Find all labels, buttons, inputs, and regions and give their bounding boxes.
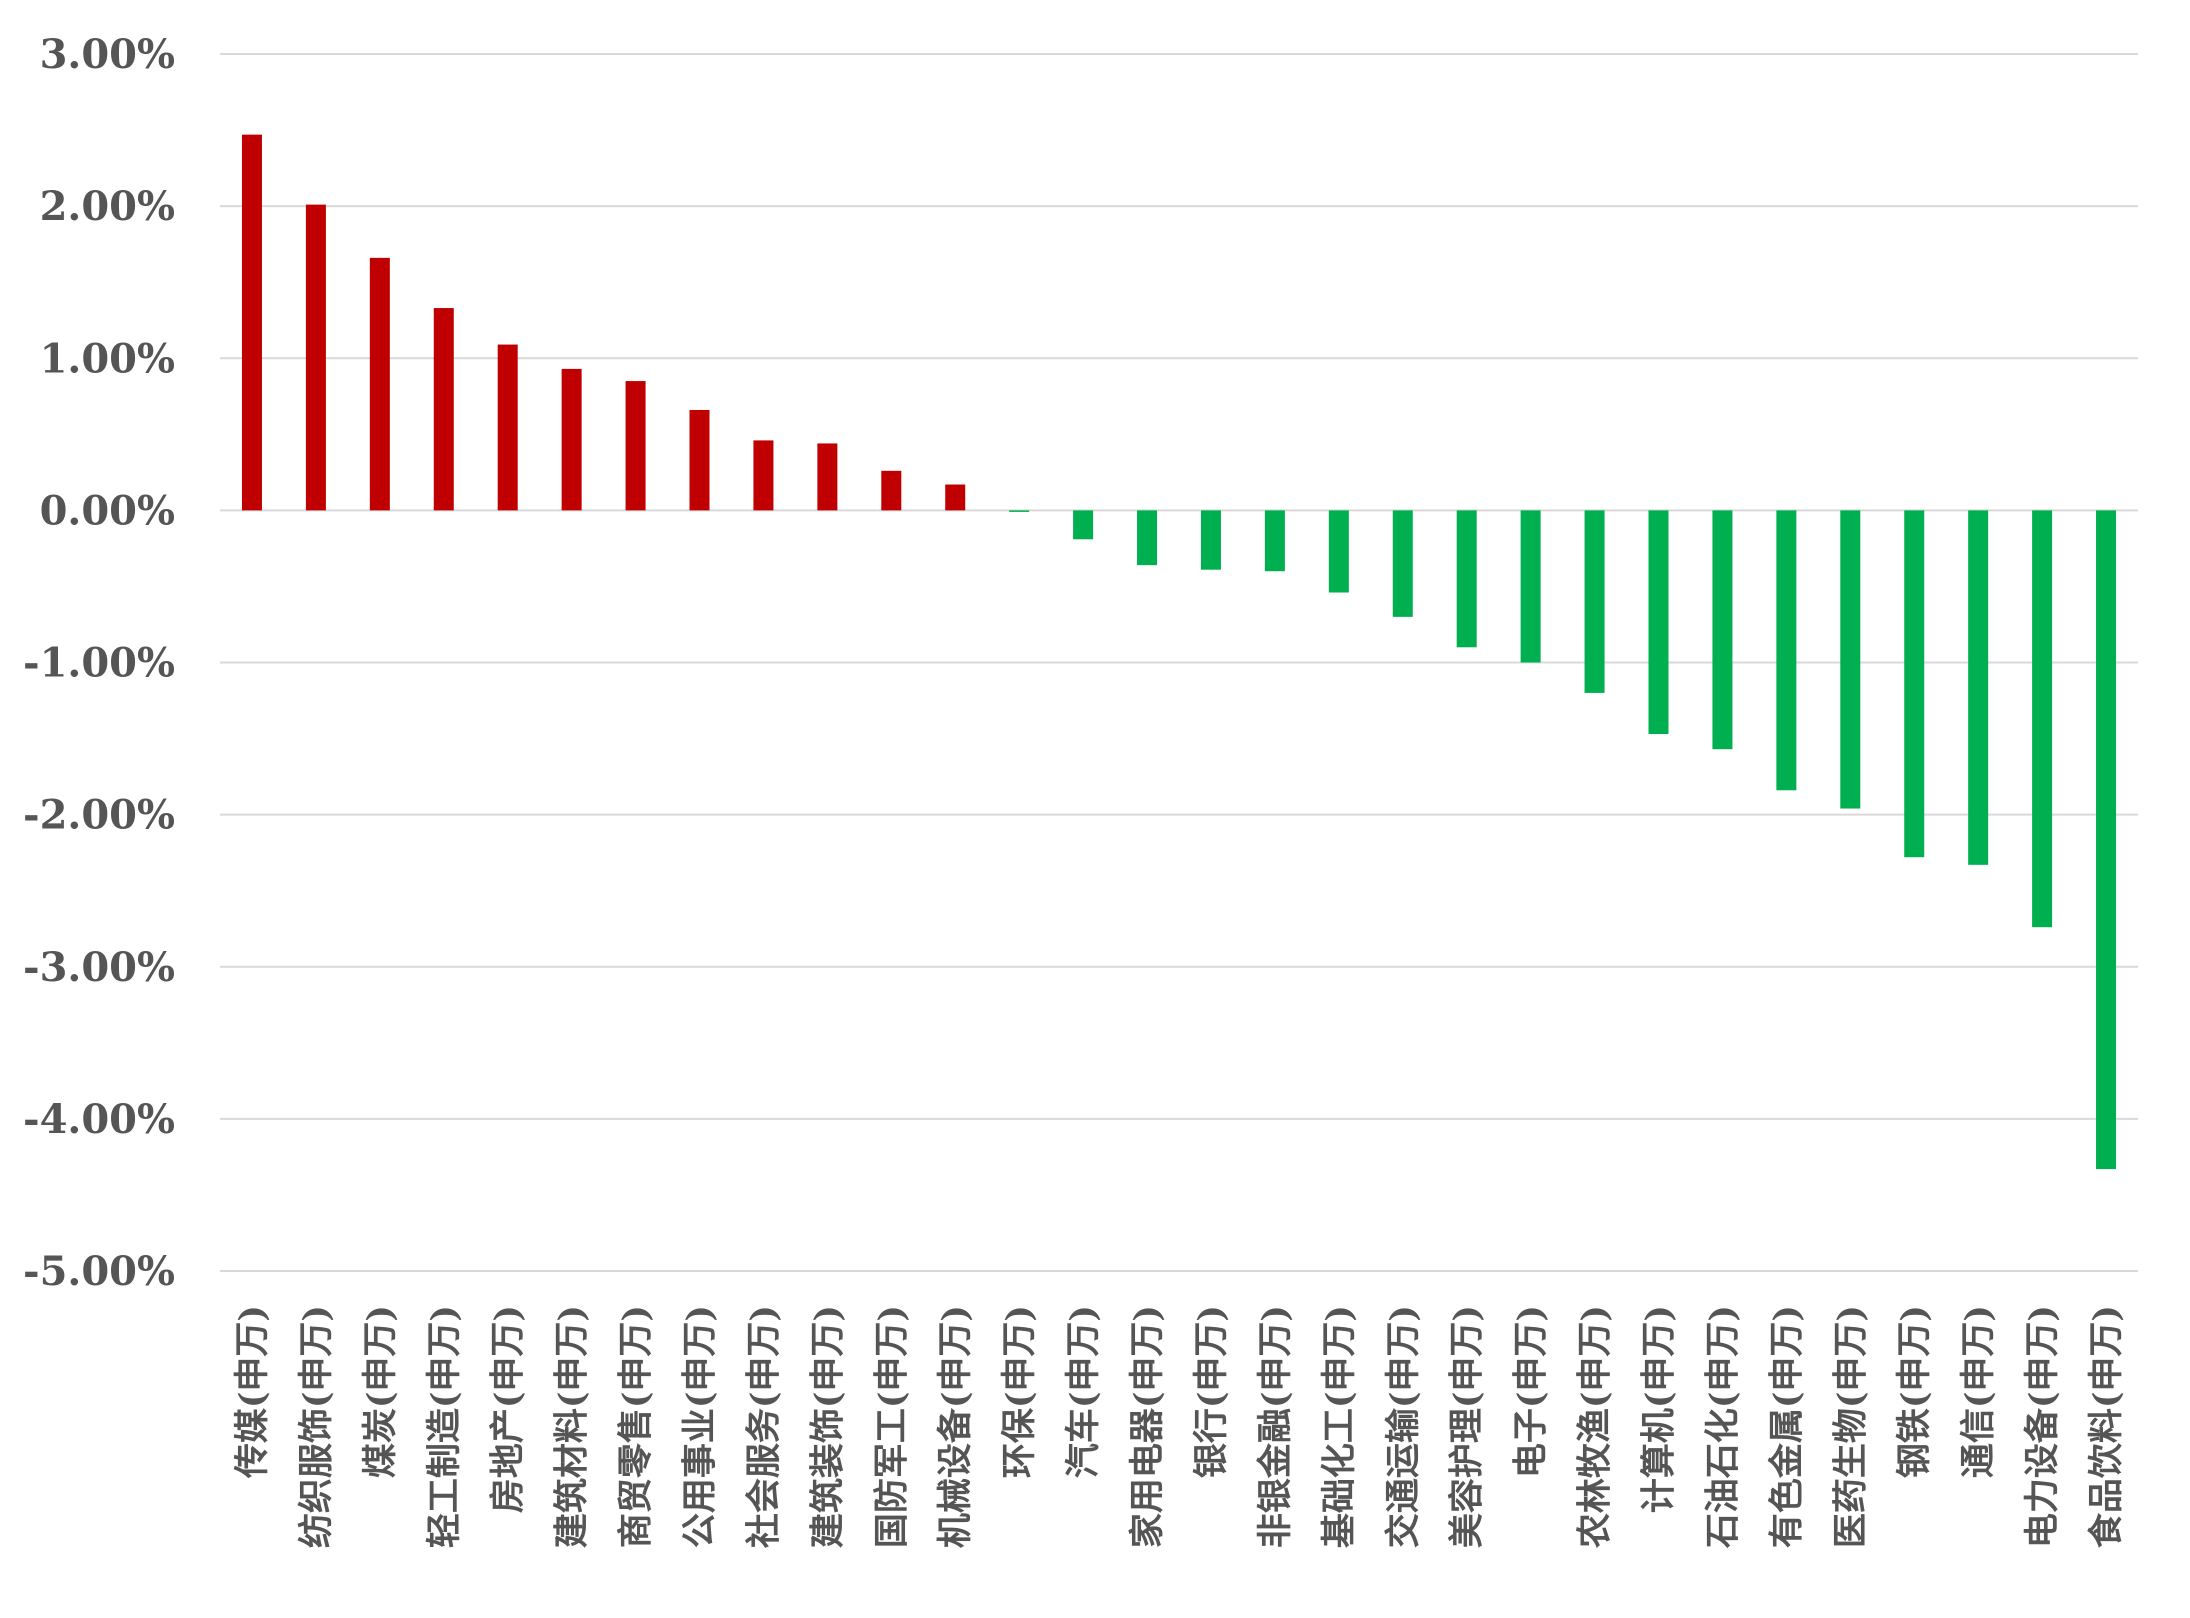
gridlines <box>220 53 2138 1272</box>
y-tick-label: -5.00% <box>23 1248 175 1295</box>
y-tick-label: 3.00% <box>40 31 175 78</box>
bar <box>1200 510 1221 570</box>
x-category-label: 电力设备(申万) <box>2022 1305 2063 1548</box>
bar <box>689 409 710 511</box>
x-category-label: 农林牧渔(申万) <box>1575 1305 1616 1548</box>
x-category-label: 环保(申万) <box>999 1305 1040 1478</box>
x-category-label: 钢铁(申万) <box>1894 1305 1935 1478</box>
bar <box>369 257 390 511</box>
bar <box>2032 510 2053 928</box>
x-category-label: 通信(申万) <box>1958 1305 1999 1478</box>
bar <box>817 443 838 511</box>
bar <box>1328 510 1349 593</box>
x-category-label: 煤炭(申万) <box>360 1305 401 1478</box>
bar <box>2096 510 2117 1170</box>
bar <box>1968 510 1989 865</box>
x-category-label: 银行(申万) <box>1191 1305 1232 1478</box>
bar <box>1776 510 1797 791</box>
y-tick-label: -2.00% <box>23 792 175 839</box>
bar <box>1456 510 1477 648</box>
x-category-label: 建筑装饰(申万) <box>807 1305 848 1548</box>
x-category-label: 纺织服饰(申万) <box>296 1305 337 1548</box>
x-category-label: 房地产(申万) <box>488 1305 529 1513</box>
y-tick-label: 1.00% <box>40 335 175 382</box>
y-tick-label: -4.00% <box>23 1096 175 1143</box>
x-category-label: 商贸零售(申万) <box>616 1305 657 1548</box>
x-category-label: 交通运输(申万) <box>1383 1305 1424 1548</box>
bar <box>1840 510 1861 809</box>
bar <box>881 470 902 511</box>
x-category-label: 机械设备(申万) <box>935 1305 976 1548</box>
x-category-label: 公用事业(申万) <box>680 1305 721 1548</box>
x-category-label: 食品饮料(申万) <box>2086 1305 2127 1548</box>
bar <box>433 308 454 511</box>
y-tick-label: -1.00% <box>23 640 175 687</box>
bar <box>945 484 966 511</box>
bar <box>561 368 582 511</box>
x-category-label: 美容护理(申万) <box>1447 1305 1488 1548</box>
bar <box>241 134 262 511</box>
bar <box>1392 510 1413 617</box>
y-tick-label: -3.00% <box>23 944 175 991</box>
x-category-label: 电子(申万) <box>1511 1305 1552 1478</box>
bar <box>497 344 518 511</box>
bar <box>1712 510 1733 750</box>
x-category-label: 计算机(申万) <box>1639 1305 1680 1513</box>
y-axis-tick-labels: 3.00% 2.00% 1.00% 0.00% -1.00% -2.00% -3.00% -4… <box>23 31 175 1295</box>
bar <box>1073 510 1094 540</box>
bar <box>1904 510 1925 858</box>
x-category-label: 家用电器(申万) <box>1127 1305 1168 1548</box>
x-category-label: 汽车(申万) <box>1063 1305 1104 1478</box>
x-category-label: 传媒(申万) <box>232 1305 273 1479</box>
x-category-label: 医药生物(申万) <box>1830 1305 1871 1548</box>
bar <box>753 440 774 511</box>
y-tick-label: 0.00% <box>40 487 175 534</box>
x-category-label: 有色金属(申万) <box>1766 1305 1807 1548</box>
x-axis-category-labels: 传媒(申万) 纺织服饰(申万) 煤炭(申万) 轻工制造(申万) 房地产(申万) 建筑材料(… <box>232 1305 2127 1548</box>
bar <box>1648 510 1669 734</box>
x-category-label: 轻工制造(申万) <box>424 1305 465 1548</box>
bar <box>1264 510 1285 572</box>
x-category-label: 非银金融(申万) <box>1255 1305 1296 1548</box>
x-category-label: 社会服务(申万) <box>743 1305 784 1548</box>
bar <box>1520 510 1541 663</box>
y-tick-label: 2.00% <box>40 183 175 230</box>
bars <box>241 134 2117 1170</box>
bar <box>1137 510 1158 566</box>
x-category-label: 国防军工(申万) <box>871 1305 912 1548</box>
x-category-label: 建筑材料(申万) <box>552 1305 593 1548</box>
bar <box>305 204 326 511</box>
bar <box>625 381 646 511</box>
x-category-label: 基础化工(申万) <box>1319 1305 1360 1548</box>
x-category-label: 石油石化(申万) <box>1702 1305 1743 1548</box>
bar <box>1009 510 1030 512</box>
bar <box>1584 510 1605 693</box>
